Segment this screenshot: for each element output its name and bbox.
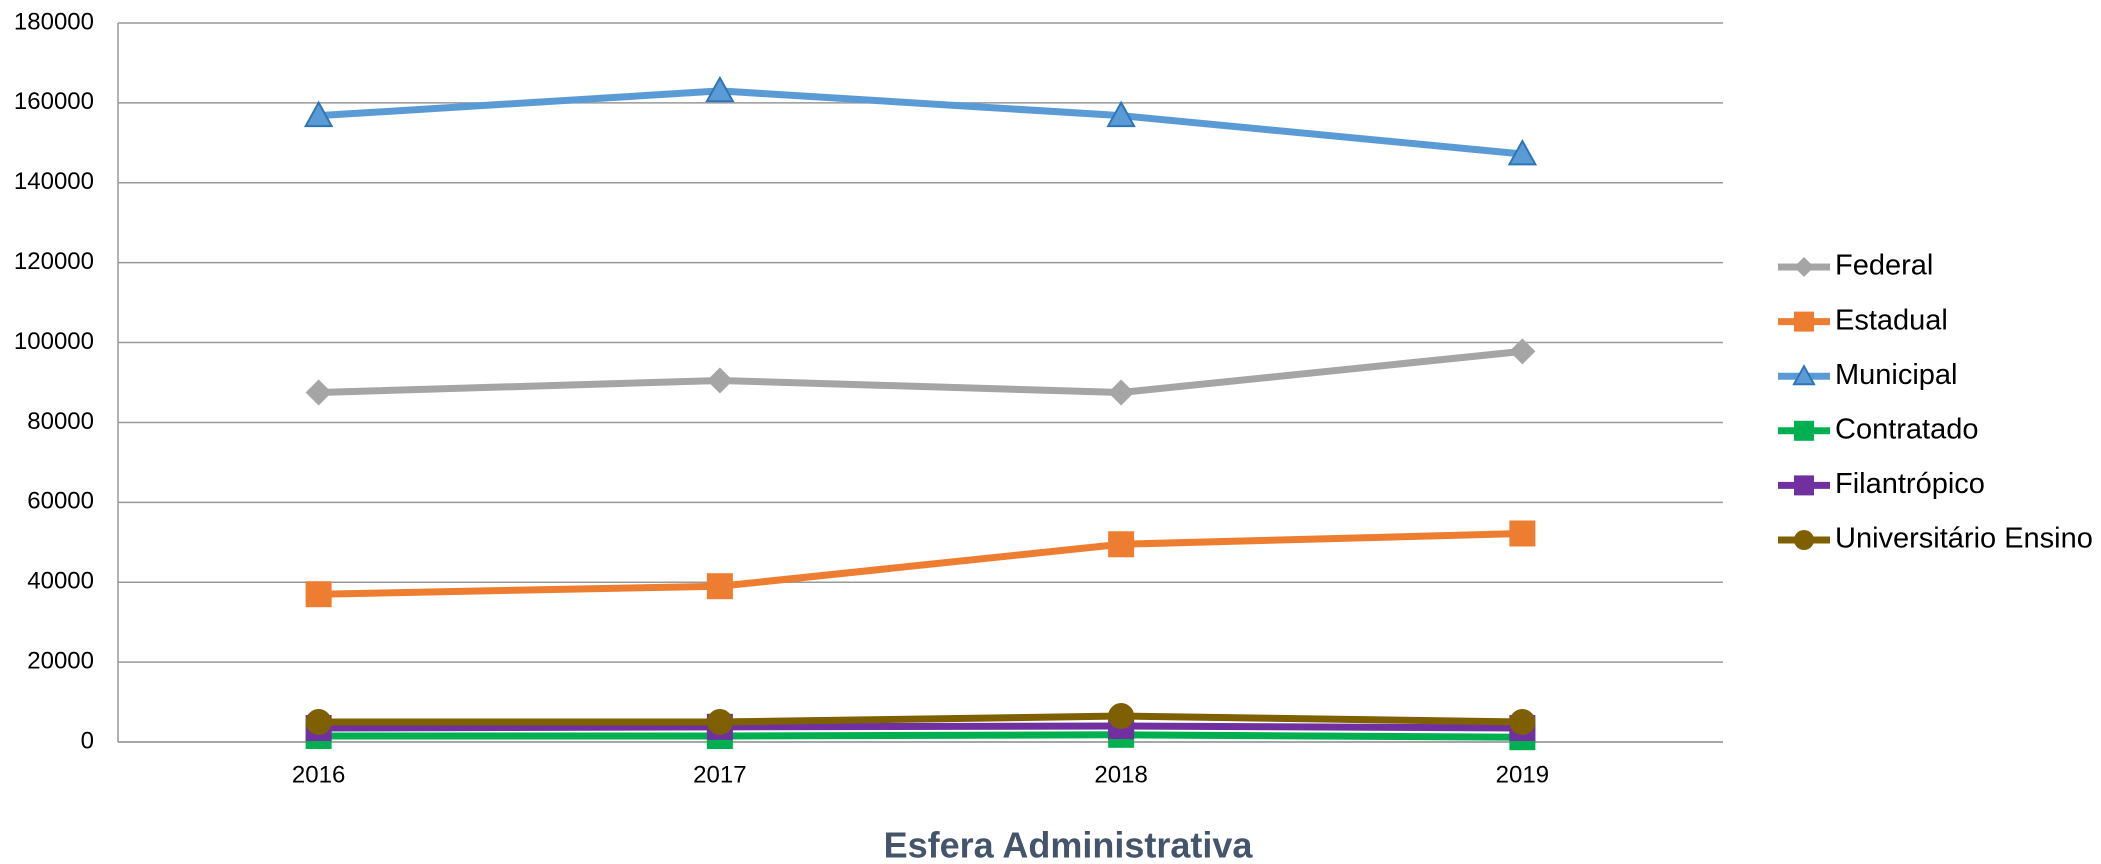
- legend-label: Universitário Ensino: [1835, 523, 2093, 555]
- marker: [706, 573, 733, 600]
- y-tick-label: 140000: [14, 168, 94, 195]
- y-tick-label: 20000: [27, 647, 94, 674]
- marker: [1108, 703, 1135, 730]
- marker: [305, 379, 332, 406]
- x-axis-label: Esfera Administrativa: [884, 825, 1254, 864]
- marker: [1509, 520, 1536, 547]
- legend-marker: [1792, 364, 1816, 386]
- marker: [1106, 100, 1136, 128]
- x-tick-label: 2019: [1496, 761, 1549, 788]
- series-line: [318, 87, 1523, 158]
- marker: [305, 581, 332, 608]
- series-line: [318, 722, 1523, 732]
- marker: [1509, 709, 1536, 736]
- legend-label: Municipal: [1835, 359, 1958, 391]
- series-line: [318, 731, 1523, 741]
- y-tick-label: 160000: [14, 88, 94, 115]
- series-line: [318, 347, 1523, 396]
- marker: [305, 709, 332, 736]
- legend-marker: [1794, 475, 1814, 496]
- y-tick-label: 180000: [14, 8, 94, 35]
- marker: [706, 709, 733, 736]
- x-tick-label: 2016: [292, 761, 345, 788]
- legend-label: Federal: [1835, 250, 1933, 282]
- marker: [1509, 338, 1536, 365]
- legend-label: Contratado: [1835, 413, 1979, 445]
- series-line: [318, 529, 1523, 598]
- legend-marker: [1794, 311, 1814, 332]
- marker: [1108, 379, 1135, 406]
- marker: [706, 367, 733, 394]
- legend-label: Estadual: [1835, 304, 1948, 336]
- x-tick-label: 2017: [693, 761, 746, 788]
- y-tick-label: 0: [81, 727, 94, 754]
- y-tick-label: 40000: [27, 568, 94, 595]
- y-tick-label: 120000: [14, 248, 94, 275]
- legend-marker: [1794, 420, 1814, 441]
- y-tick-label: 60000: [27, 488, 94, 515]
- x-tick-label: 2018: [1094, 761, 1147, 788]
- marker: [1108, 531, 1135, 558]
- marker: [1507, 138, 1538, 166]
- legend-marker: [1794, 257, 1814, 277]
- marker: [303, 100, 334, 128]
- y-tick-label: 100000: [14, 328, 94, 355]
- series-line: [318, 712, 1523, 726]
- legend-label: Filantrópico: [1835, 468, 1985, 500]
- y-tick-label: 80000: [27, 408, 94, 435]
- legend-marker: [1794, 530, 1814, 550]
- marker: [705, 75, 735, 103]
